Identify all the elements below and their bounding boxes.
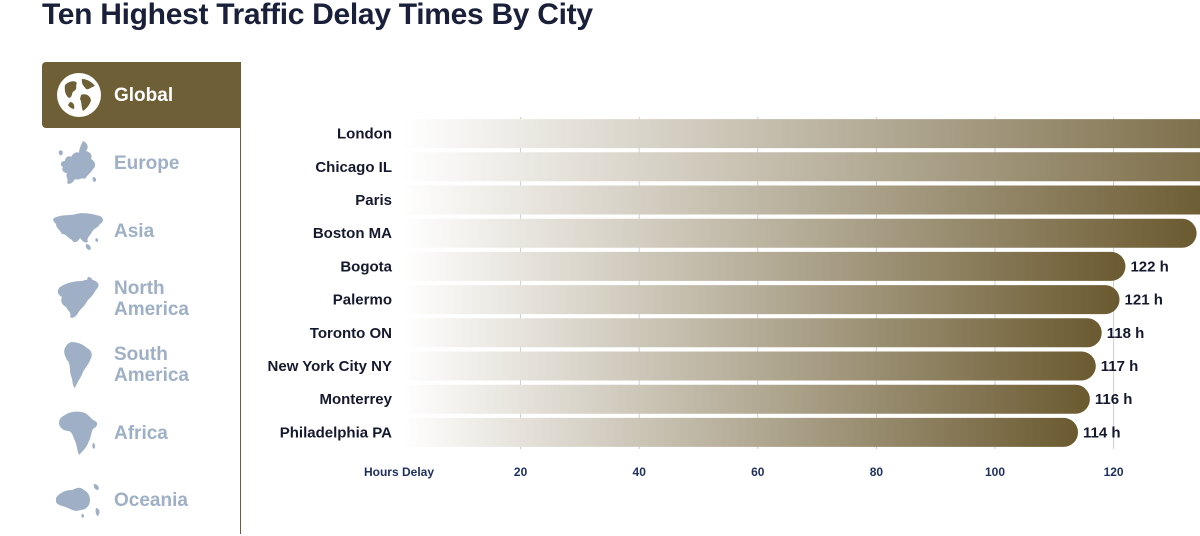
- x-axis: 20406080100120140160Hours Delay: [364, 465, 1124, 479]
- bar-boston-ma[interactable]: [402, 218, 1197, 248]
- tick-label: 80: [870, 465, 884, 479]
- bar-new-york-city-ny[interactable]: [402, 351, 1096, 381]
- category-label: Philadelphia PA: [280, 424, 392, 441]
- category-label: Palermo: [333, 292, 392, 309]
- category-label: London: [337, 126, 392, 143]
- tick-label: 20: [514, 465, 528, 479]
- bar-london[interactable]: [402, 119, 1200, 149]
- south-america-map-icon: [52, 340, 106, 390]
- category-label: Bogota: [340, 258, 392, 275]
- region-tab-europe[interactable]: Europe: [42, 130, 240, 196]
- region-label-south-america: South America: [114, 344, 189, 386]
- category-label: New York City NY: [268, 358, 392, 375]
- region-sidebar: Global Europe Asia: [42, 62, 241, 534]
- region-tab-north-america[interactable]: North America: [42, 266, 240, 332]
- region-label-north-america: North America: [114, 278, 189, 320]
- bar-chicago-il[interactable]: [402, 152, 1200, 182]
- region-tab-africa[interactable]: Africa: [42, 400, 240, 466]
- region-tab-oceania[interactable]: Oceania: [42, 467, 240, 533]
- bar-chart: London156 hChicago IL155 hParis138 hBost…: [250, 100, 1200, 500]
- region-label-oceania: Oceania: [114, 489, 188, 511]
- region-tab-asia[interactable]: Asia: [42, 198, 240, 264]
- value-label: 118 h: [1107, 325, 1145, 342]
- value-label: 116 h: [1095, 391, 1133, 408]
- tick-label: 100: [985, 465, 1005, 479]
- category-label: Monterrey: [319, 391, 392, 408]
- labels-layer: London156 hChicago IL155 hParis138 hBost…: [268, 126, 1169, 442]
- chart-svg: London156 hChicago IL155 hParis138 hBost…: [268, 117, 1200, 479]
- bar-palermo[interactable]: [402, 285, 1120, 315]
- bar-monterrey[interactable]: [402, 384, 1090, 414]
- bar-paris[interactable]: [402, 185, 1200, 215]
- bar-philadelphia-pa[interactable]: [402, 417, 1079, 447]
- region-tab-south-america[interactable]: South America: [42, 332, 240, 398]
- value-label: 121 h: [1125, 292, 1163, 309]
- region-label-global: Global: [114, 84, 174, 106]
- category-label: Toronto ON: [310, 325, 392, 342]
- value-label: 122 h: [1130, 258, 1168, 275]
- region-label-africa: Africa: [114, 422, 168, 444]
- bar-toronto-on[interactable]: [402, 318, 1102, 348]
- value-label: 114 h: [1083, 424, 1121, 441]
- globe-icon: [52, 70, 106, 120]
- tick-label: 40: [633, 465, 647, 479]
- bar-bogota[interactable]: [402, 251, 1126, 281]
- africa-map-icon: [52, 408, 106, 458]
- tick-label: 120: [1104, 465, 1124, 479]
- europe-map-icon: [52, 138, 106, 188]
- category-label: Chicago IL: [315, 159, 392, 176]
- category-label: Boston MA: [313, 225, 392, 242]
- north-america-map-icon: [52, 274, 106, 324]
- x-axis-label: Hours Delay: [364, 465, 434, 479]
- oceania-map-icon: [52, 475, 106, 525]
- bars-layer: [402, 119, 1200, 447]
- tick-label: 60: [751, 465, 765, 479]
- page-title: Ten Highest Traffic Delay Times By City: [42, 0, 593, 31]
- region-label-europe: Europe: [114, 152, 180, 174]
- region-tab-global[interactable]: Global: [42, 62, 240, 128]
- asia-map-icon: [52, 206, 106, 256]
- region-label-asia: Asia: [114, 220, 155, 242]
- category-label: Paris: [355, 192, 392, 209]
- value-label: 117 h: [1101, 358, 1139, 375]
